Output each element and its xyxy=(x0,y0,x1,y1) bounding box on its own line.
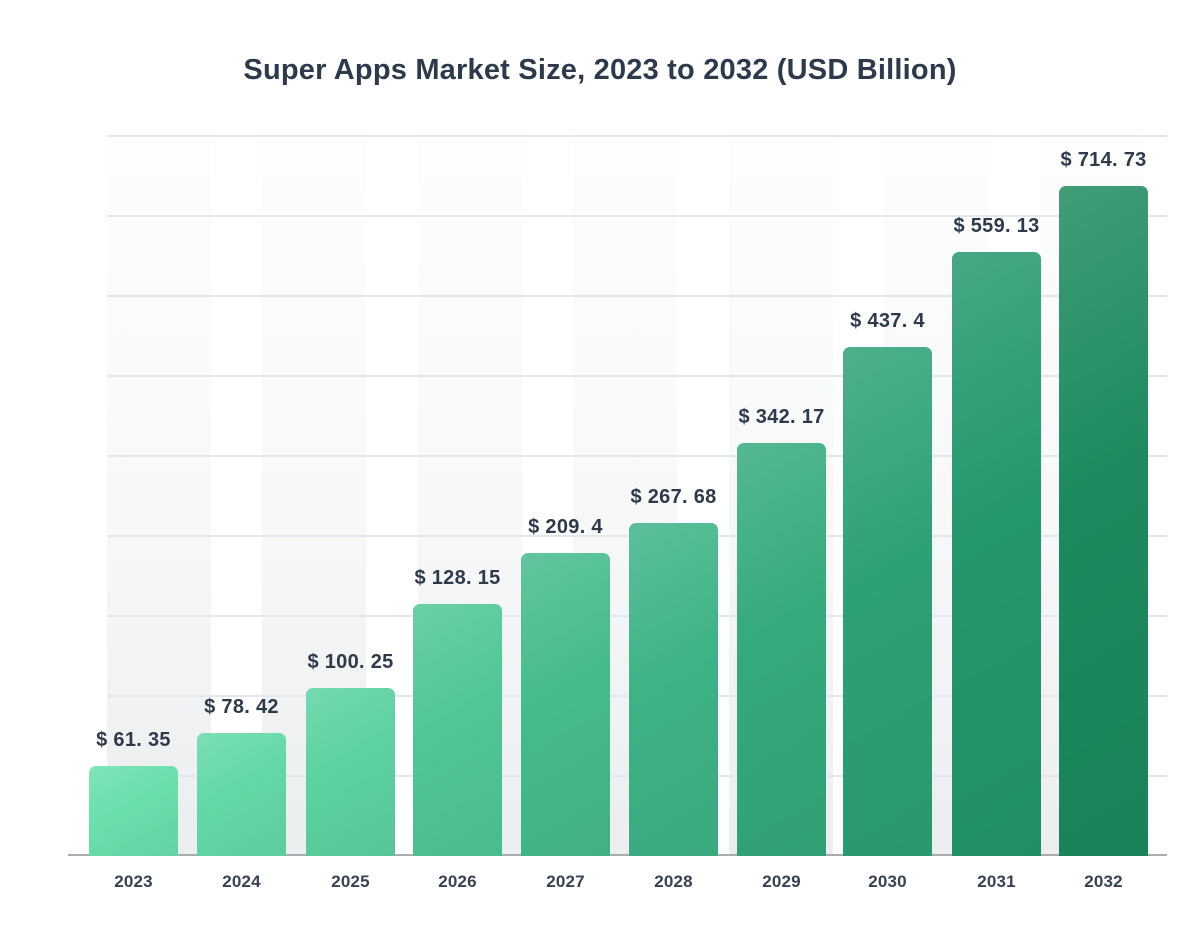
bar-value-label: $ 128. 15 xyxy=(414,567,501,589)
x-tick-label: 2027 xyxy=(546,872,585,891)
x-axis-line xyxy=(68,854,1167,856)
bar-value-label: $ 100. 25 xyxy=(307,651,394,673)
x-tick-label: 2028 xyxy=(654,872,693,891)
gridline xyxy=(107,375,1167,377)
bar-value-label: $ 437. 4 xyxy=(850,310,925,332)
gridline xyxy=(107,295,1167,297)
gridline xyxy=(107,215,1167,217)
bar-2031 xyxy=(952,252,1041,856)
bar-value-label: $ 714. 73 xyxy=(1060,149,1147,171)
bar-value-label: $ 342. 17 xyxy=(738,406,825,428)
gridline xyxy=(107,135,1167,137)
category-band xyxy=(107,128,211,856)
bar-2027 xyxy=(521,553,610,856)
bar-2026 xyxy=(413,604,502,856)
bar-2029 xyxy=(737,443,826,856)
x-tick-label: 2029 xyxy=(762,872,801,891)
bar-value-label: $ 559. 13 xyxy=(953,215,1040,237)
bar-2032 xyxy=(1059,186,1148,856)
x-tick-label: 2023 xyxy=(114,872,153,891)
bar-value-label: $ 209. 4 xyxy=(528,516,603,538)
bar-2028 xyxy=(629,523,718,856)
x-tick-label: 2026 xyxy=(438,872,477,891)
bar-value-label: $ 61. 35 xyxy=(96,729,171,751)
x-tick-label: 2031 xyxy=(977,872,1016,891)
bar-2024 xyxy=(197,733,286,856)
chart-title: Super Apps Market Size, 2023 to 2032 (US… xyxy=(243,54,957,86)
x-tick-label: 2032 xyxy=(1084,872,1123,891)
bar-value-label: $ 78. 42 xyxy=(204,696,279,718)
x-tick-label: 2024 xyxy=(222,872,261,891)
bar-2025 xyxy=(306,688,395,856)
bar-value-label: $ 267. 68 xyxy=(630,486,717,508)
bar-2023 xyxy=(89,766,178,856)
bar-2030 xyxy=(843,347,932,856)
gridline xyxy=(107,455,1167,457)
x-tick-label: 2030 xyxy=(868,872,907,891)
x-tick-label: 2025 xyxy=(331,872,370,891)
